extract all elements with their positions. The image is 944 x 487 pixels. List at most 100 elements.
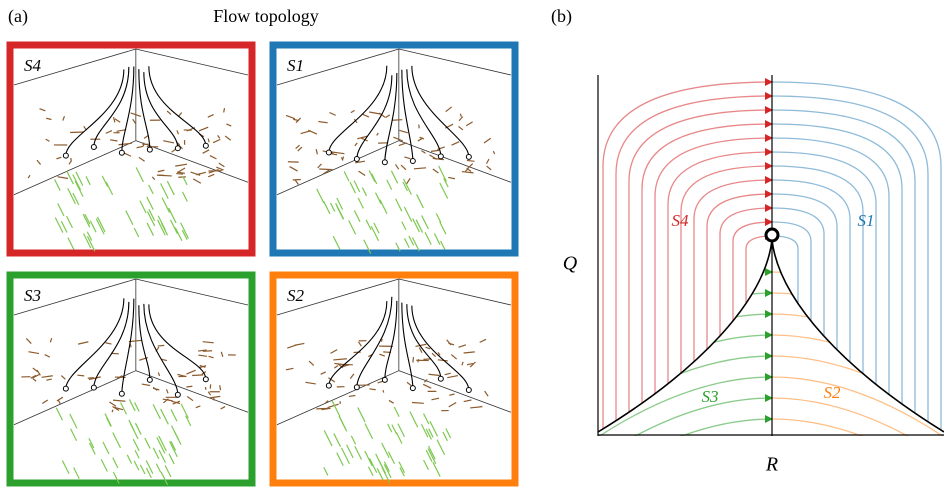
vector-arrow [461,361,464,366]
vector-arrow [431,352,437,358]
vector-arrow [134,449,140,459]
vector-arrow [89,442,96,455]
vector-arrow [158,174,172,177]
streamline [615,95,773,432]
vector-arrow [60,220,68,233]
vector-arrow [406,381,413,387]
streamline [384,73,398,163]
vector-arrow [437,146,445,151]
streamline [771,397,944,436]
vector-arrow [41,399,49,405]
vector-arrow [437,352,441,356]
vector-arrow [374,192,382,205]
vector-arrow [464,168,469,172]
vector-arrow [160,408,169,425]
vector-arrow [157,372,161,377]
cube-edge [135,278,249,306]
x-axis-label: R [765,454,778,476]
streamline [121,298,135,394]
streamline [771,235,799,432]
cube-edge [276,48,399,86]
seed-point [465,387,472,394]
vector-arrow [132,438,140,452]
vector-arrow [84,213,91,225]
vector-arrow [176,172,184,175]
vector-arrow [135,167,144,183]
streamline [706,193,773,432]
vector-arrow [458,344,467,348]
vector-arrow [333,358,347,361]
box-frame [269,271,519,487]
vector-arrow [77,374,85,377]
vector-arrow [391,424,398,435]
vector-arrow [158,449,166,463]
vector-arrow [88,376,101,381]
vector-arrow [170,425,180,441]
vector-arrow [157,344,165,347]
vector-arrow [419,136,425,140]
vector-arrow [70,428,78,441]
vector-arrow [139,200,147,214]
vector-arrow [442,431,448,442]
arrowhead [765,78,773,86]
vector-arrow [220,351,224,358]
streamline [598,397,773,436]
arrowhead [765,331,773,339]
vector-arrow [357,407,366,423]
streamline [732,221,773,432]
vector-arrow [139,464,146,475]
vector-arrow [198,349,207,352]
vector-arrow [60,375,66,380]
vector-arrow [145,460,154,474]
vector-arrow [161,197,171,213]
streamline [93,301,130,388]
vector-arrow [329,202,336,212]
vector-arrow [207,113,214,118]
cusp-point [764,227,780,243]
vector-arrow [172,400,181,405]
vector-arrow [348,220,357,235]
vector-arrow [133,460,140,471]
vector-arrow [54,179,61,191]
box-frame [269,41,519,257]
vector-arrow [393,136,404,142]
vector-arrow [207,173,215,178]
vector-arrow [412,218,420,233]
vector-arrow [145,467,152,479]
cube-edge [135,140,249,183]
arrowhead [765,204,773,212]
vector-arrow [433,233,441,245]
vector-arrow [32,377,37,382]
seed-point [437,153,444,160]
vector-arrow [435,213,442,223]
vector-arrow [134,422,142,435]
vector-arrow [379,353,386,357]
vector-arrow [429,154,438,160]
vector-arrow [402,181,408,192]
vector-arrow [440,240,446,250]
seed-point [202,142,209,149]
seed-point [202,376,209,383]
vector-arrow [446,339,452,346]
vector-arrow [110,139,118,142]
streamline [401,69,414,162]
vector-arrow [413,167,427,170]
vector-arrow [322,168,331,175]
seed-point [409,158,416,165]
seed-point [146,146,153,153]
streamline [143,72,179,149]
seed-point [90,384,97,391]
vector-arrow [178,112,183,117]
cube-edge [135,48,249,76]
cube-edge [276,140,400,196]
vector-arrow [136,145,144,149]
vector-arrow [470,406,483,409]
vector-arrow [70,131,85,134]
vector-arrow [399,129,408,134]
vector-arrow [68,160,72,165]
vector-arrow [118,142,132,146]
vector-arrow [376,468,384,481]
vector-arrow [295,144,300,150]
streamline [598,376,773,436]
